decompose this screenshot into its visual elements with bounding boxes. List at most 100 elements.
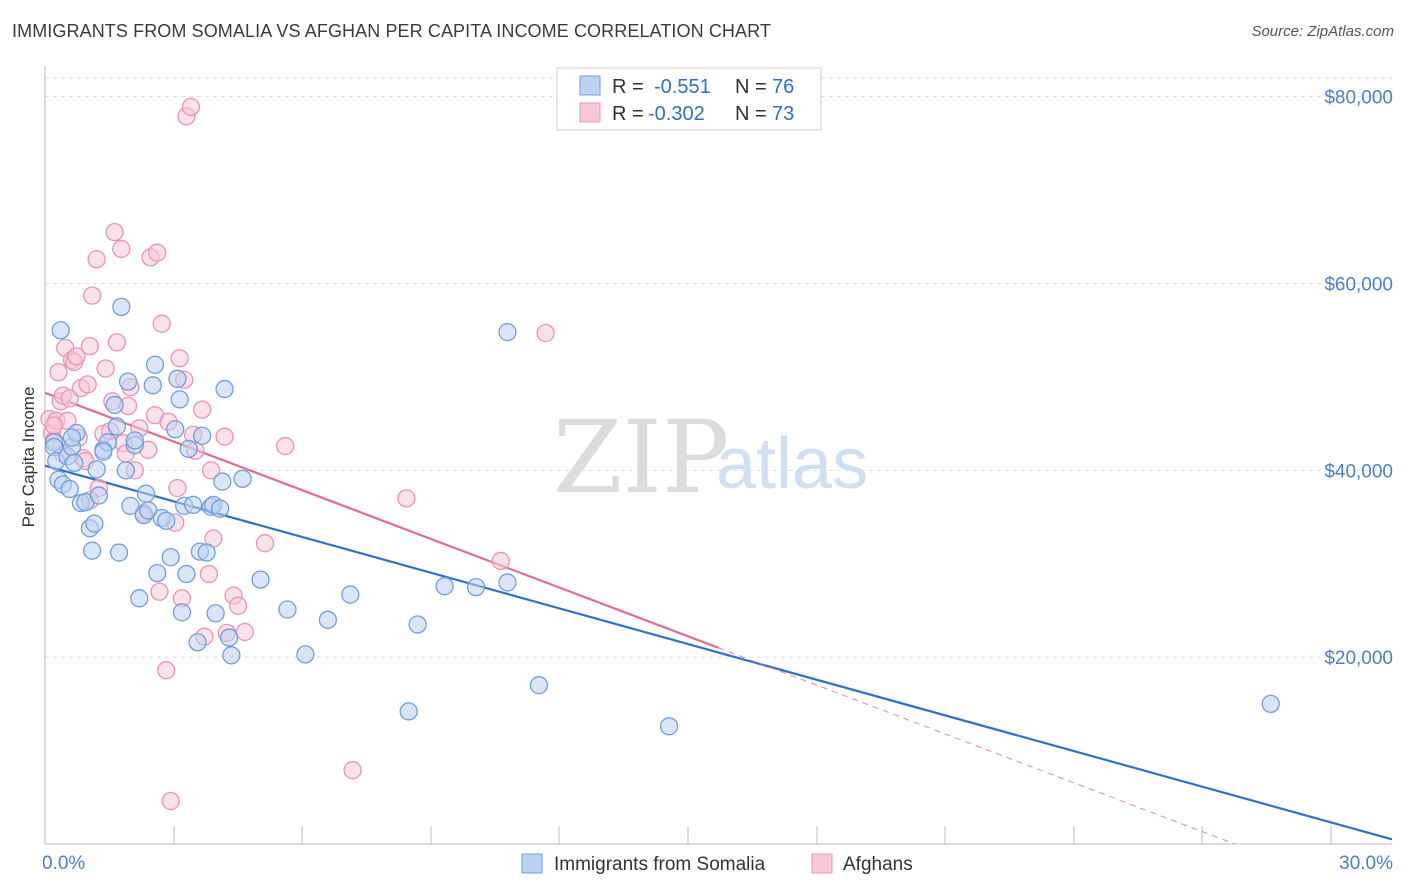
point-afghans [87,250,106,269]
point-afghans [148,243,167,262]
chart-source: Source: ZipAtlas.com [1251,23,1394,40]
point-somalia [222,646,241,665]
watermark-zip: ZIP [553,399,729,516]
y-tick-label: $20,000 [1324,648,1393,669]
x-tick-labels: 0.0% 30.0% [42,853,1393,874]
point-somalia [529,676,549,695]
point-afghans [192,400,212,419]
point-afghans [181,97,201,117]
point-somalia [109,543,129,562]
point-somalia [112,297,131,317]
point-somalia [105,395,124,415]
legend-n-label-somalia: N = [735,76,767,98]
point-afghans [255,534,275,553]
trend-line-somalia [44,464,1393,841]
point-somalia [219,628,239,647]
point-afghans [343,761,362,780]
point-somalia [94,442,113,461]
x-tick-label-max: 30.0% [1339,853,1393,874]
y-axis-label: Per Capita Income [19,387,38,528]
point-somalia [215,379,234,399]
point-somalia [116,461,135,480]
point-somalia [206,604,225,623]
point-somalia [184,495,203,515]
point-somalia [197,543,216,562]
point-afghans [78,375,97,394]
legend-swatch-afghans [579,102,601,123]
point-somalia [60,479,79,499]
point-somalia [408,615,427,634]
point-somalia [85,514,104,533]
point-somalia [188,633,207,652]
point-somalia [278,600,297,619]
watermark: ZIP atlas [553,399,868,516]
point-somalia [148,563,167,583]
y-tick-label: $60,000 [1324,275,1393,296]
x-tick-label-min: 0.0% [42,853,85,874]
point-somalia [65,453,84,473]
point-somalia [435,577,454,596]
point-afghans [107,333,126,352]
point-afghans [235,622,254,642]
point-somalia [659,717,679,736]
point-somalia [82,541,102,560]
point-somalia [177,564,196,584]
point-somalia [318,610,338,629]
point-somalia [341,585,360,604]
chart-title: IMMIGRANTS FROM SOMALIA VS AFGHAN PER CA… [12,21,771,41]
point-somalia [157,511,176,530]
point-somalia [498,573,517,592]
point-somalia [89,486,109,505]
point-afghans [82,286,102,305]
point-somalia [161,548,180,567]
watermark-atlas: atlas [716,424,868,504]
point-afghans [161,791,180,811]
point-somalia [466,577,486,597]
series-legend: Immigrants from Somalia Afghans [521,853,913,875]
point-afghans [44,416,64,435]
point-somalia [51,321,70,340]
point-somalia [192,426,212,445]
trend-line-afghans [44,391,719,649]
point-somalia [233,469,252,488]
point-somalia [170,390,189,409]
point-somalia [179,439,198,459]
point-afghans [105,222,124,242]
point-afghans [67,347,86,366]
point-somalia [498,322,517,342]
point-somalia [210,499,230,518]
point-afghans [491,551,510,571]
point-somalia [213,472,232,491]
point-afghans [276,436,295,456]
point-somalia [145,355,165,374]
point-somalia [172,603,192,622]
point-afghans [96,359,115,378]
point-afghans [397,489,416,508]
point-somalia [296,645,315,664]
legend-r-label-somalia: R = [612,76,644,98]
point-afghans [152,314,171,333]
series-legend-label-afghans: Afghans [843,854,913,875]
point-afghans [150,582,169,601]
point-somalia [166,420,185,439]
series-legend-label-somalia: Immigrants from Somalia [554,854,766,875]
point-somalia [168,369,187,388]
point-somalia [130,589,149,608]
point-somalia [87,460,106,479]
y-tick-labels: $20,000 $40,000 $60,000 $80,000 [1324,88,1393,669]
series-legend-swatch-afghans [811,853,833,874]
series-legend-swatch-somalia [521,853,543,874]
point-afghans [170,349,189,368]
gridlines [45,77,1392,658]
data-points [40,97,1280,811]
point-afghans [201,461,221,480]
point-afghans [215,427,234,446]
point-afghans [168,478,187,498]
point-somalia [399,702,418,721]
point-afghans [49,363,68,382]
trend-lines [44,391,1393,845]
point-somalia [125,431,144,450]
y-tick-label: $40,000 [1324,461,1393,482]
legend-r-label-afghans: R = [612,103,644,125]
